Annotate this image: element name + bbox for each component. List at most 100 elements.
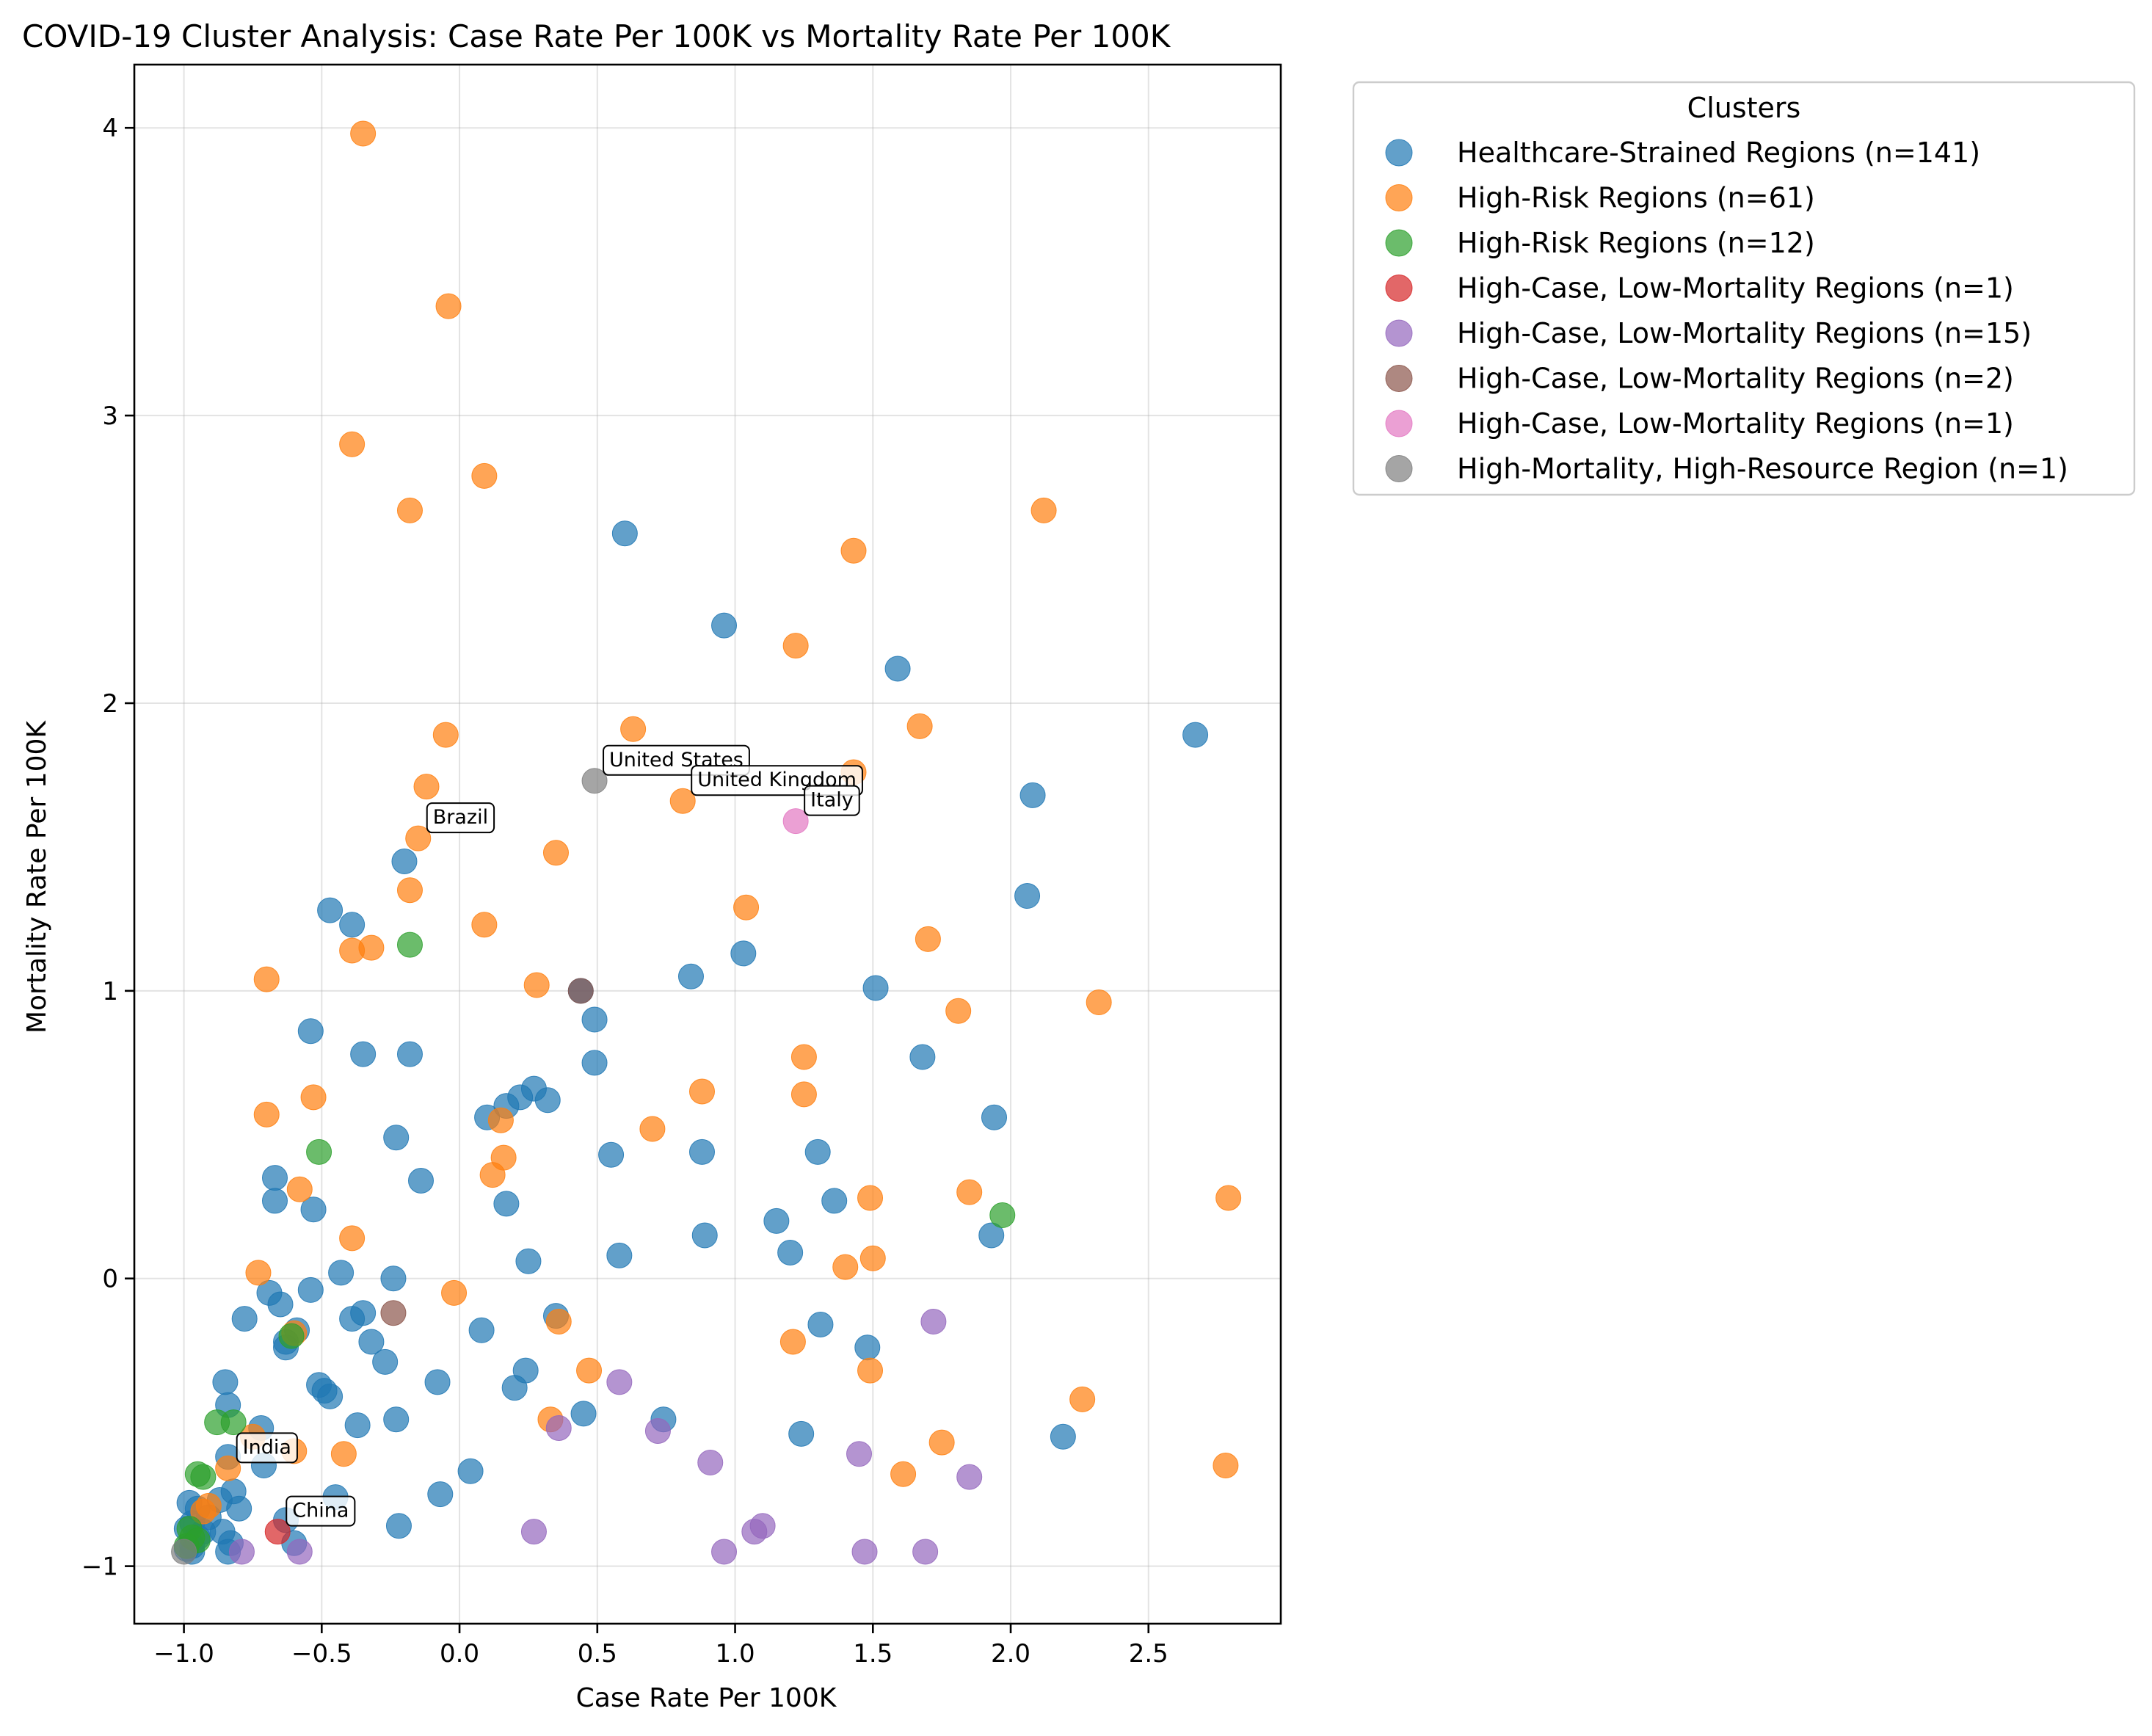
data-point bbox=[190, 1498, 217, 1525]
data-point bbox=[534, 1087, 561, 1114]
data-point bbox=[267, 1291, 294, 1318]
data-point bbox=[545, 1309, 572, 1335]
data-point bbox=[788, 1420, 815, 1447]
legend-marker bbox=[1385, 229, 1413, 257]
annotation: Brazil bbox=[426, 802, 495, 834]
legend-item: High-Risk Regions (n=61) bbox=[1385, 182, 1815, 214]
data-point bbox=[432, 722, 459, 748]
data-point bbox=[226, 1495, 252, 1522]
data-point bbox=[297, 1018, 324, 1045]
data-point bbox=[859, 1245, 886, 1271]
data-point bbox=[697, 1450, 724, 1476]
legend-item: High-Case, Low-Mortality Regions (n=1) bbox=[1385, 272, 2014, 305]
data-point bbox=[231, 1306, 258, 1332]
legend-marker bbox=[1385, 365, 1413, 392]
data-point bbox=[576, 1357, 603, 1384]
data-point bbox=[639, 1116, 666, 1142]
data-point bbox=[644, 1417, 671, 1444]
data-point bbox=[912, 1539, 939, 1565]
data-point bbox=[611, 520, 638, 547]
data-point bbox=[779, 1329, 806, 1355]
legend-marker bbox=[1385, 455, 1413, 482]
data-point bbox=[688, 1138, 715, 1165]
data-point bbox=[468, 1317, 495, 1343]
legend-item: High-Risk Regions (n=12) bbox=[1385, 227, 1815, 259]
data-point bbox=[317, 897, 343, 923]
data-point bbox=[711, 612, 738, 639]
data-point bbox=[1086, 989, 1112, 1016]
annotation-label: Italy bbox=[810, 789, 854, 812]
legend-marker bbox=[1385, 184, 1413, 211]
annotation-label: China bbox=[292, 1500, 349, 1522]
legend-label: High-Case, Low-Mortality Regions (n=15) bbox=[1457, 317, 2032, 349]
legend-label: High-Case, Low-Mortality Regions (n=2) bbox=[1457, 363, 2014, 395]
annotation-label: Brazil bbox=[433, 806, 488, 829]
data-point bbox=[317, 1383, 343, 1409]
legend-label: High-Mortality, High-Resource Region (n=… bbox=[1457, 453, 2068, 485]
legend-label: High-Risk Regions (n=61) bbox=[1457, 182, 1815, 214]
data-point bbox=[253, 966, 280, 992]
data-point bbox=[906, 713, 933, 739]
chart-title: COVID-19 Cluster Analysis: Case Rate Per… bbox=[22, 18, 1171, 54]
data-point bbox=[523, 972, 550, 998]
data-point bbox=[730, 940, 757, 967]
y-tick-label: 1 bbox=[102, 977, 118, 1006]
data-point bbox=[441, 1279, 468, 1306]
data-point bbox=[733, 894, 760, 920]
data-point bbox=[884, 655, 911, 682]
data-point bbox=[956, 1179, 983, 1205]
data-point bbox=[928, 1429, 955, 1456]
data-point bbox=[989, 1202, 1016, 1229]
legend-marker bbox=[1385, 410, 1413, 437]
annotation-box bbox=[804, 785, 860, 816]
data-point bbox=[383, 1406, 410, 1433]
data-point bbox=[253, 1101, 280, 1127]
annotation-box bbox=[286, 1495, 356, 1527]
data-point bbox=[408, 1168, 434, 1194]
data-point bbox=[777, 1239, 804, 1265]
data-point bbox=[306, 1138, 332, 1165]
data-point bbox=[339, 912, 366, 938]
legend-label: High-Case, Low-Mortality Regions (n=1) bbox=[1457, 407, 2014, 440]
grid bbox=[134, 65, 1281, 1624]
legend-item: High-Case, Low-Mortality Regions (n=15) bbox=[1385, 317, 2032, 349]
x-tick-label: 0.5 bbox=[578, 1639, 617, 1668]
data-point bbox=[669, 788, 696, 814]
data-point bbox=[385, 1513, 412, 1539]
data-point bbox=[763, 1207, 790, 1234]
y-tick-label: 4 bbox=[102, 114, 118, 143]
axis-ticks: −1.0 −0.5 0.0 0.5 1.0 1.5 2.0 2.5 −1 0 1 2 3 4 bbox=[81, 114, 1168, 1668]
data-point bbox=[691, 1222, 718, 1249]
legend-item: High-Case, Low-Mortality Regions (n=1) bbox=[1385, 407, 2014, 440]
data-point bbox=[413, 774, 440, 800]
data-point bbox=[344, 1412, 371, 1439]
data-point bbox=[372, 1348, 399, 1375]
data-point bbox=[300, 1084, 327, 1111]
data-point bbox=[228, 1539, 255, 1565]
data-point bbox=[606, 1369, 633, 1395]
legend-marker bbox=[1385, 139, 1413, 167]
data-point bbox=[520, 1519, 547, 1545]
data-point bbox=[515, 1248, 542, 1274]
data-point bbox=[1014, 883, 1041, 909]
series-group bbox=[190, 120, 1242, 1525]
y-tick-label: 2 bbox=[102, 689, 118, 719]
annotation-box bbox=[236, 1432, 298, 1464]
data-point bbox=[846, 1441, 873, 1467]
data-point bbox=[1215, 1185, 1242, 1211]
data-point bbox=[1069, 1386, 1096, 1412]
series-group bbox=[782, 808, 809, 835]
data-point bbox=[570, 1401, 597, 1427]
x-tick-label: −1.0 bbox=[153, 1639, 214, 1668]
data-point bbox=[457, 1458, 484, 1484]
data-point bbox=[851, 1539, 878, 1565]
data-point bbox=[1213, 1452, 1239, 1478]
data-point bbox=[300, 1196, 327, 1223]
data-point bbox=[350, 1041, 377, 1067]
x-tick-label: 2.0 bbox=[991, 1639, 1030, 1668]
data-point bbox=[339, 431, 366, 457]
data-point bbox=[339, 1225, 366, 1252]
data-point bbox=[688, 1078, 715, 1105]
data-point bbox=[782, 808, 809, 835]
x-tick-label: 0.0 bbox=[440, 1639, 479, 1668]
